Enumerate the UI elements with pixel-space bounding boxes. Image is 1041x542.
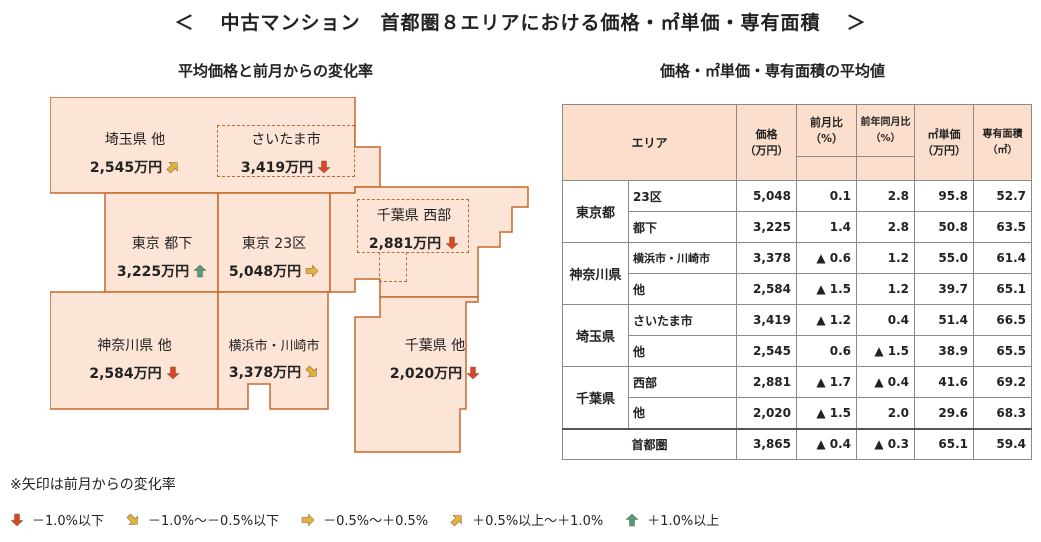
header-price: 価格 （万円） (736, 104, 797, 181)
arrow-down-icon (317, 160, 331, 174)
legend-item: ＋0.5%以上～＋1.0% (450, 510, 603, 529)
arrow-flat-icon (305, 264, 319, 278)
stats-table: エリア 価格 （万円） 前月比 （%） 前年同月比 （%） ㎡単価 （万円） 専… (562, 104, 1032, 460)
arrow-up-mid-icon (450, 513, 464, 527)
arrow-down-mid-icon (126, 513, 140, 527)
table-row: 千葉県 西部 2,881 ▲ 1.7 ▲ 0.4 41.6 69.2 (562, 366, 1032, 429)
pref-cell: 千葉県 (562, 366, 629, 429)
title-open-bracket: ＜ (174, 12, 195, 34)
header-mom: 前月比 （%） (796, 104, 857, 157)
legend-item: ＋1.0%以上 (625, 510, 719, 529)
arrow-down-mid-icon (305, 365, 319, 379)
map-subtitle: 平均価格と前月からの変化率 (178, 62, 374, 80)
table-body: 東京都 23区 5,048 0.1 2.8 95.8 52.7 都下 3,225… (562, 180, 1032, 460)
table-row: 埼玉県 さいたま市 3,419 ▲ 1.2 0.4 51.4 66.5 (562, 304, 1032, 367)
arrow-down-icon (165, 366, 180, 380)
header-area-size: 専有面積 （㎡） (973, 104, 1032, 181)
chiba-west-dashed-outline (357, 199, 469, 253)
region-chiba-other (354, 296, 479, 453)
title-close-bracket: ＞ (846, 12, 867, 34)
table-header-row: エリア 価格 （万円） 前月比 （%） 前年同月比 （%） ㎡単価 （万円） 専… (562, 104, 1032, 181)
table-subtitle: 価格・㎡単価・専有面積の平均値 (660, 62, 886, 80)
header-area: エリア (562, 104, 737, 181)
header-unit-price: ㎡単価 （万円） (914, 104, 974, 181)
arrow-down-icon (445, 236, 459, 250)
table-row: 神奈川県 横浜市・川崎市 3,378 ▲ 0.6 1.2 55.0 61.4 (562, 242, 1032, 305)
pref-cell: 神奈川県 (562, 242, 629, 305)
title-text: 中古マンション 首都圏８エリアにおける価格・㎡単価・専有面積 (220, 12, 821, 34)
sub-cell: 23区 (628, 180, 737, 212)
table-row: 他 2,584 ▲ 1.5 1.2 39.7 65.1 (563, 273, 1032, 305)
saitama-city-dashed-outline (217, 125, 355, 177)
region-label-yokohama-kawasaki: 横浜市・川崎市 3,378万円 (228, 339, 320, 381)
table-row: 東京都 23区 5,048 0.1 2.8 95.8 52.7 (562, 180, 1032, 243)
region-label-kanagawa-other: 神奈川県 他 2,584万円 (72, 335, 197, 383)
region-label-saitama-city: さいたま市 3,419万円 (220, 129, 352, 177)
table-row: 他 2,545 0.6 ▲ 1.5 38.9 65.5 (563, 335, 1032, 367)
region-label-tokyo-23: 東京 23区 5,048万円 (220, 233, 328, 281)
total-label: 首都圏 (562, 427, 737, 460)
region-map-shapes (50, 97, 529, 453)
arrow-up-icon (625, 513, 639, 527)
region-label-tokyo-tama: 東京 都下 3,225万円 (108, 233, 216, 281)
table-total-row: 首都圏 3,865 ▲ 0.4 ▲ 0.3 65.1 59.4 (562, 427, 1032, 460)
region-label-chiba-other: 千葉県 他 2,020万円 (375, 335, 495, 383)
page-title: ＜ 中古マンション 首都圏８エリアにおける価格・㎡単価・専有面積 ＞ (0, 8, 1041, 35)
region-yokohama-kawasaki (217, 291, 329, 410)
legend-item: －1.0%～－0.5%以下 (126, 510, 279, 529)
table-row: 都下 3,225 1.4 2.8 50.8 63.5 (563, 211, 1032, 243)
arrow-up-mid-icon (166, 160, 180, 174)
arrow-legend: －1.0%以下 －1.0%～－0.5%以下 －0.5%～＋0.5% ＋0.5%以… (10, 510, 741, 529)
legend-item: －1.0%以下 (10, 510, 104, 529)
header-yoy: 前年同月比 （%） (856, 104, 915, 157)
arrow-down-icon (466, 366, 480, 380)
arrow-note: ※矢印は前月からの変化率 (10, 477, 176, 493)
pref-cell: 東京都 (562, 180, 629, 243)
region-label-chiba-west: 千葉県 西部 2,881万円 (359, 205, 469, 253)
arrow-down-icon (10, 513, 24, 527)
table-row: 他 2,020 ▲ 1.5 2.0 29.6 68.3 (563, 397, 1032, 429)
chiba-west-dashed-tail (379, 252, 407, 282)
arrow-flat-icon (301, 512, 315, 527)
region-label-saitama-other: 埼玉県 他 2,545万円 (75, 129, 195, 177)
arrow-up-icon (193, 264, 207, 278)
legend-item: －0.5%～＋0.5% (301, 510, 428, 529)
pref-cell: 埼玉県 (562, 304, 629, 367)
